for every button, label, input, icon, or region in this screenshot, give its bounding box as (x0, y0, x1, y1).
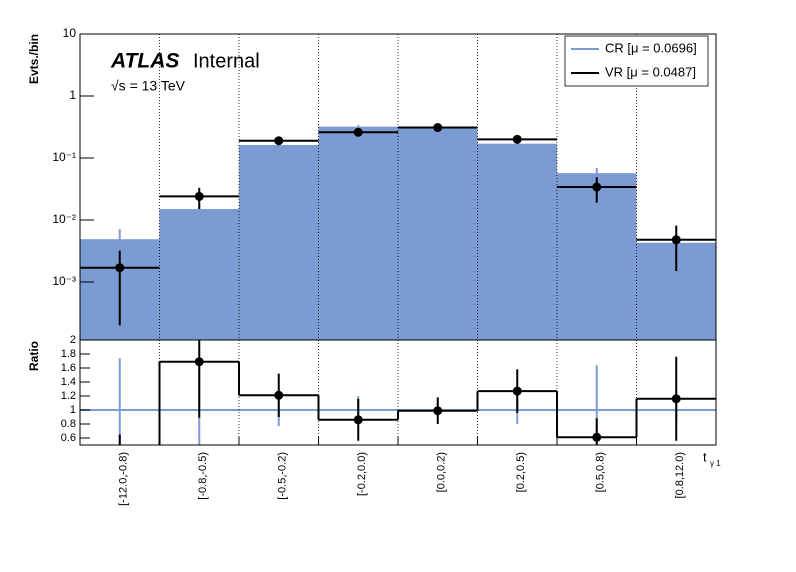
x-tick-label: [-0.2,0.0) (356, 452, 368, 496)
data-point (512, 386, 522, 396)
y-axis-label: Evts./bin (27, 34, 41, 84)
legend-box (564, 35, 709, 87)
data-point (592, 182, 602, 192)
bar (159, 209, 239, 340)
x-tick-label: [0.2,0.5) (515, 452, 527, 492)
y-tick-label: 10⁻¹ (52, 150, 76, 164)
bar (239, 145, 319, 340)
y-tick-label: 0.8 (61, 418, 76, 430)
legend-label: CR [μ = 0.0696] (605, 40, 697, 55)
x-tick-label: [0.8,12.0) (674, 452, 686, 498)
experiment-label: ATLAS (110, 50, 179, 73)
y-tick-label: 10⁻² (52, 212, 76, 226)
x-tick-label: [0.0,0.2) (436, 452, 448, 492)
x-axis-label: t (703, 449, 707, 464)
data-point (353, 415, 363, 425)
data-point (433, 406, 443, 416)
x-tick-label: [-0.8,-0.5) (197, 452, 209, 500)
data-point (671, 235, 681, 245)
ratio-axis-label: Ratio (27, 341, 41, 371)
frame (79, 339, 717, 446)
data-point (433, 123, 443, 133)
data-point (274, 136, 284, 146)
data-point (274, 390, 284, 400)
y-tick-label: 1 (69, 88, 76, 102)
bar (398, 127, 478, 340)
energy-label: √s = 13 TeV (111, 78, 186, 94)
y-tick-label: 0.6 (61, 432, 76, 444)
bar (477, 143, 557, 340)
status-label: Internal (193, 50, 260, 72)
y-tick-label: 10 (63, 26, 77, 40)
data-point (194, 357, 204, 367)
x-tick-label: [-0.5,-0.2) (277, 452, 289, 500)
x-tick-label: [-12.0,-0.8) (118, 452, 130, 506)
data-point (592, 432, 602, 442)
y-tick-label: 1.2 (61, 390, 76, 402)
plot-area (80, 123, 716, 340)
y-tick-label: 1.8 (61, 348, 76, 360)
y-tick-label: 1 (70, 404, 76, 416)
y-tick-label: 1.4 (61, 376, 76, 388)
y-tick-label: 2 (70, 334, 76, 346)
x-axis-label-sub: γ 1 (710, 459, 721, 468)
x-tick-label: [0.5,0.8) (595, 452, 607, 492)
data-point (671, 394, 681, 404)
bar (318, 126, 398, 340)
legend-label: VR [μ = 0.0487] (605, 64, 696, 79)
data-point (353, 127, 363, 137)
y-tick-label: 1.6 (61, 362, 76, 374)
y-tick-label: 10⁻³ (52, 274, 76, 288)
data-point (194, 191, 204, 201)
data-point (512, 134, 522, 144)
data-point (115, 263, 125, 273)
